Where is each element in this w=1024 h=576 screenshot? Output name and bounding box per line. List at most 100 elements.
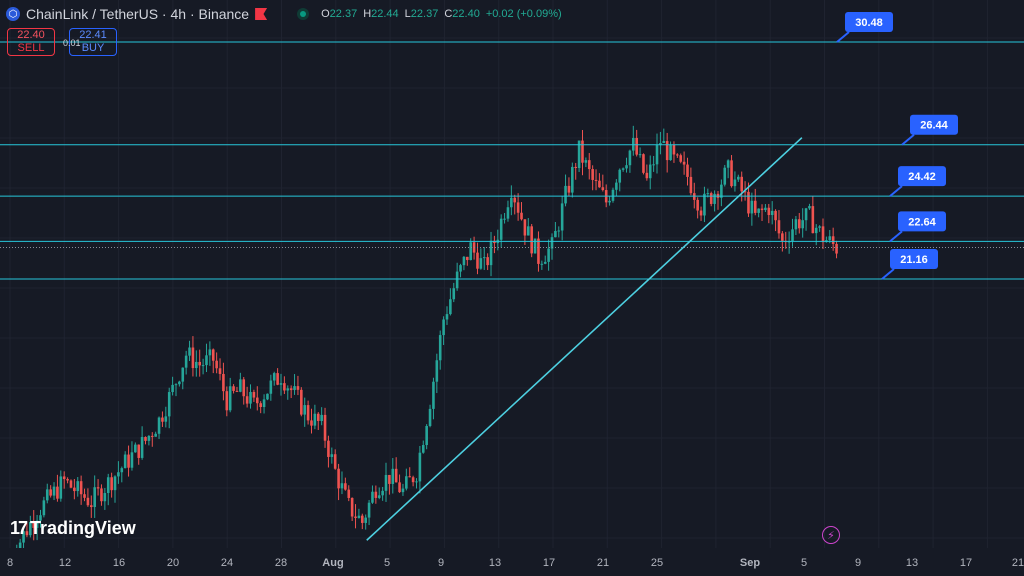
candle-body: [296, 386, 300, 390]
candle: [269, 374, 273, 401]
candle-body: [814, 227, 818, 234]
candle-body: [662, 141, 666, 144]
candle: [767, 203, 771, 224]
candle-body: [720, 184, 723, 198]
candle: [709, 191, 713, 207]
candle: [611, 187, 615, 203]
x-axis-tick-label: 17: [543, 557, 555, 569]
x-axis-tick-label: 25: [651, 557, 663, 569]
candle: [587, 153, 591, 180]
candle: [635, 129, 638, 157]
candle: [601, 174, 605, 192]
candle-body: [357, 515, 361, 518]
x-axis-tick-label: 13: [489, 557, 501, 569]
candle-body: [130, 452, 134, 468]
candle-body: [655, 145, 659, 165]
candle-body: [747, 191, 750, 214]
candle-body: [638, 154, 642, 156]
candle: [157, 416, 161, 439]
candle-body: [25, 531, 29, 536]
price-level[interactable]: 26.44: [0, 114, 1024, 146]
price-level-label-box[interactable]: [898, 211, 946, 232]
price-level[interactable]: 30.48: [0, 12, 1024, 43]
candle: [39, 509, 42, 528]
buy-button[interactable]: 22.41 BUY: [69, 28, 117, 56]
price-levels[interactable]: 30.48 26.44 24.42 22.64 21.16: [0, 12, 1024, 280]
price-level-label-box[interactable]: [845, 12, 893, 32]
candle: [22, 530, 25, 549]
price-level-callout: [836, 31, 850, 43]
candle: [79, 475, 83, 505]
candle: [134, 442, 137, 453]
price-level-label-box[interactable]: [910, 114, 958, 135]
candle: [662, 128, 666, 144]
candle: [320, 407, 323, 426]
candle: [520, 202, 523, 221]
candle-body: [208, 349, 212, 356]
candle-body: [377, 495, 381, 498]
candle: [723, 164, 727, 187]
candle-body: [394, 468, 398, 483]
candle: [327, 435, 330, 468]
candle: [340, 471, 344, 495]
candle-body: [564, 185, 567, 204]
trendline-line[interactable]: [366, 137, 803, 541]
candle-body: [49, 489, 52, 496]
high-value: 22.44: [371, 8, 399, 20]
candle-body: [591, 169, 594, 180]
candle-body: [611, 189, 615, 201]
candle: [455, 262, 459, 291]
candle-body: [374, 491, 378, 498]
sell-button[interactable]: 22.40 SELL: [7, 28, 55, 56]
candle-body: [381, 490, 384, 496]
candle-body: [510, 197, 513, 208]
candle-body: [828, 236, 832, 241]
lightning-icon[interactable]: ⚡: [822, 526, 840, 544]
candle-body: [279, 383, 283, 385]
candle-body: [154, 433, 157, 437]
candle-body: [503, 218, 506, 220]
candle-body: [516, 202, 520, 213]
candle-body: [86, 497, 90, 506]
candle: [835, 240, 838, 259]
candle: [442, 316, 445, 346]
flag-icon[interactable]: [255, 8, 268, 20]
candle: [516, 193, 520, 221]
trendline[interactable]: [366, 137, 803, 541]
candle: [584, 157, 588, 168]
candle: [560, 195, 564, 241]
tradingview-logo[interactable]: 17 TradingView: [10, 518, 136, 539]
price-level[interactable]: 24.42: [0, 166, 1024, 197]
candle: [164, 406, 168, 428]
candle: [25, 522, 29, 538]
price-level-label: 21.16: [900, 254, 928, 266]
brand-name: TradingView: [30, 518, 136, 538]
candle: [96, 479, 100, 496]
candle: [564, 174, 567, 207]
price-level-label-box[interactable]: [890, 249, 938, 269]
candle: [581, 130, 584, 176]
symbol-title[interactable]: ChainLink / TetherUS · 4h · Binance: [26, 6, 250, 22]
price-level-label-box[interactable]: [898, 166, 946, 187]
price-level[interactable]: 21.16: [0, 249, 1024, 280]
x-axis-tick-label: 28: [275, 557, 287, 569]
candle-body: [161, 417, 164, 422]
price-level[interactable]: 22.64: [0, 211, 1024, 243]
candle: [62, 471, 66, 489]
candle: [52, 482, 56, 501]
candle-body: [90, 505, 93, 508]
candle-body: [211, 349, 215, 361]
candle: [777, 210, 781, 239]
candle: [249, 384, 252, 409]
candle-body: [543, 261, 547, 264]
candle-body: [188, 347, 191, 356]
candle: [594, 169, 598, 191]
candle-body: [106, 477, 110, 494]
candle-body: [337, 468, 340, 489]
candle-body: [808, 206, 811, 209]
candle-body: [804, 208, 808, 221]
candle-body: [709, 193, 713, 204]
candle-body: [167, 392, 171, 417]
candle-body: [323, 414, 327, 441]
